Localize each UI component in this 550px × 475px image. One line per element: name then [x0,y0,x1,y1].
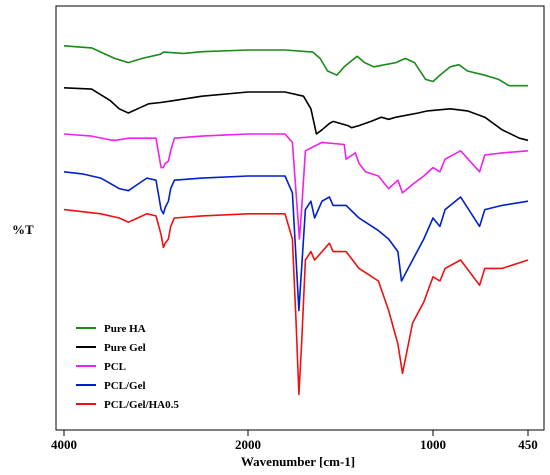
plot-frame [55,5,545,431]
y-axis-label: %T [12,222,34,237]
series-line-4 [63,171,529,312]
legend-label-2: Pure Gel [104,342,146,354]
legend-label-3: PCL [104,361,126,373]
x-tick-label-2: 2000 [235,437,261,452]
x-axis-label: Wavenumber [cm-1] [241,454,355,469]
x-tick-label-3: 1000 [420,437,446,452]
series-line-3 [63,133,529,240]
legend-label-4: PCL/Gel [104,380,146,392]
legend-label-5: PCL/Gel/HA0.5 [104,399,179,411]
x-tick-label-1: 4000 [51,437,77,452]
legend: Pure HA Pure Gel PCL PCL/Gel PCL/Gel/HA0.5 [76,323,179,411]
series-line-1 [63,45,528,87]
legend-label-1: Pure HA [104,323,146,335]
x-axis-ticks: 4000 2000 1000 450 [51,430,538,452]
series-line-5 [63,208,529,396]
x-tick-label-4: 450 [518,437,538,452]
series-layer [63,45,529,396]
series-line-2 [63,87,529,142]
